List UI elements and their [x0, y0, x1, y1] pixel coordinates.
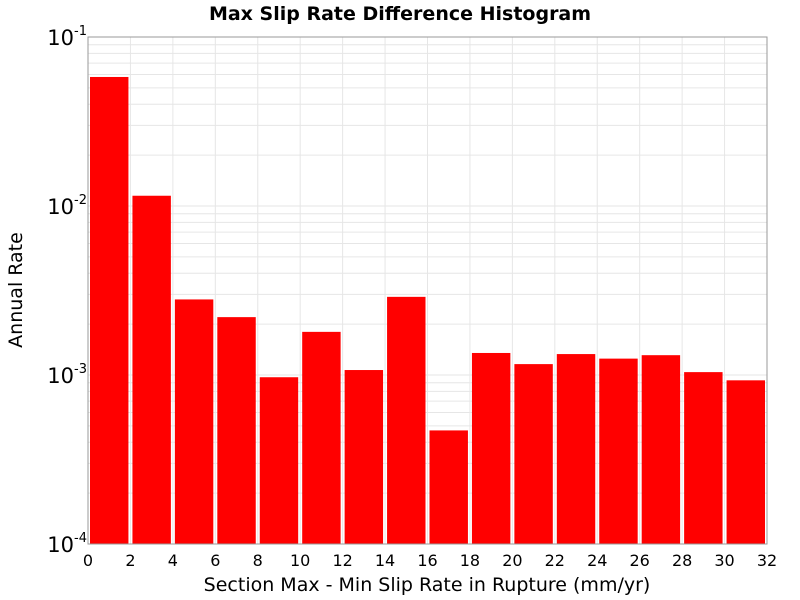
plot-frame — [87, 36, 768, 545]
y-tick-label: 10 -2 — [47, 193, 87, 219]
bars — [90, 76, 765, 545]
y-tick-base: 10 — [47, 364, 74, 388]
x-tick-label: 0 — [83, 551, 93, 570]
y-tick-exponent: -1 — [74, 24, 87, 39]
y-tick-exponent: -4 — [74, 531, 87, 546]
x-tick-label: 2 — [125, 551, 135, 570]
histogram-bar — [684, 372, 723, 544]
x-tick-label: 32 — [757, 551, 777, 570]
histogram-bar — [641, 355, 681, 544]
histogram-bar — [259, 377, 299, 544]
x-axis-label: Section Max - Min Slip Rate in Rupture (… — [204, 574, 651, 596]
y-tick-base: 10 — [47, 533, 74, 557]
x-axis-ticks: 0 2 4 6 8 10 12 14 16 18 20 22 24 26 28 30 32 — [83, 551, 777, 570]
histogram-bar — [471, 352, 511, 544]
x-tick-label: 12 — [332, 551, 352, 570]
x-tick-label: 18 — [460, 551, 480, 570]
x-tick-label: 8 — [253, 551, 263, 570]
y-tick-label: 10 -4 — [47, 531, 87, 557]
x-tick-label: 28 — [672, 551, 692, 570]
y-axis-ticks: 10-110-210-310-4 — [47, 24, 87, 557]
histogram-bar — [556, 354, 596, 544]
histogram-bar — [90, 76, 129, 545]
x-tick-label: 10 — [290, 551, 310, 570]
histogram-bar — [429, 430, 468, 544]
y-tick-base: 10 — [47, 195, 74, 219]
histogram-bar — [599, 358, 638, 544]
y-tick-exponent: -2 — [74, 193, 87, 208]
x-tick-label: 24 — [587, 551, 607, 570]
histogram-bar — [387, 296, 426, 544]
histogram-bar — [514, 364, 553, 544]
x-tick-label: 26 — [630, 551, 650, 570]
x-tick-label: 6 — [210, 551, 220, 570]
histogram-bar — [344, 370, 384, 544]
y-tick-base: 10 — [47, 26, 74, 50]
x-tick-label: 16 — [417, 551, 437, 570]
histogram-bar — [726, 380, 765, 544]
histogram-bar — [217, 317, 256, 544]
x-tick-label: 22 — [545, 551, 565, 570]
x-tick-label: 4 — [168, 551, 178, 570]
y-axis-label: Annual Rate — [5, 232, 27, 348]
histogram-bar — [174, 299, 214, 544]
y-tick-exponent: -3 — [74, 362, 87, 377]
histogram-bar — [132, 195, 171, 544]
x-tick-label: 20 — [502, 551, 522, 570]
y-tick-label: 10 -3 — [47, 362, 87, 388]
y-tick-label: 10 -1 — [47, 24, 87, 50]
histogram-bar — [302, 331, 341, 544]
chart-title: Max Slip Rate Difference Histogram — [209, 3, 591, 25]
x-tick-label: 30 — [714, 551, 734, 570]
x-tick-label: 14 — [375, 551, 395, 570]
